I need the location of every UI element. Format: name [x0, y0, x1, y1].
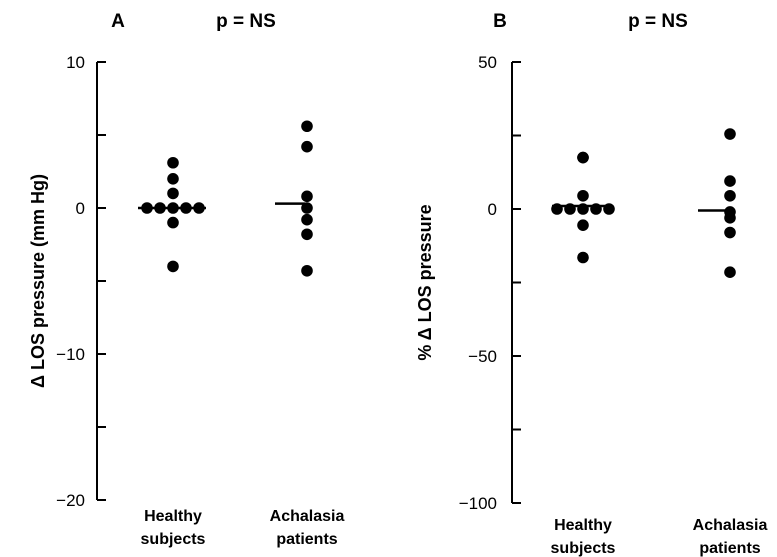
data-point	[167, 187, 179, 200]
data-point	[577, 251, 589, 264]
y-tick-label: 0	[488, 200, 497, 219]
data-point	[167, 156, 179, 169]
category-label: Achalasia	[693, 517, 768, 534]
data-point	[301, 228, 313, 241]
y-tick-label: −10	[56, 345, 85, 364]
panel-label: A	[111, 11, 125, 32]
y-tick-label: −20	[56, 491, 85, 510]
category-label: subjects	[551, 540, 616, 557]
data-point	[301, 190, 313, 203]
category-label: subjects	[141, 531, 206, 548]
category-label: Healthy	[144, 508, 202, 525]
data-point	[724, 226, 736, 239]
data-point	[577, 151, 589, 164]
data-point	[301, 120, 313, 133]
data-point	[167, 173, 179, 185]
y-tick-label: 0	[76, 199, 85, 218]
category-label: patients	[276, 531, 337, 548]
y-tick-label: −100	[459, 494, 497, 513]
data-point	[724, 175, 736, 187]
data-point	[724, 189, 736, 202]
y-axis-label: % Δ LOS pressure	[415, 204, 435, 360]
data-point	[577, 189, 589, 202]
data-point	[301, 140, 313, 153]
category-label: Achalasia	[270, 508, 345, 525]
data-point	[724, 128, 736, 140]
data-point	[724, 212, 736, 224]
data-point	[301, 202, 313, 214]
y-tick-label: 10	[66, 53, 85, 72]
data-point	[167, 216, 179, 229]
data-point	[577, 219, 589, 231]
category-label: patients	[699, 540, 760, 557]
p-value-label: p = NS	[628, 11, 688, 32]
category-label: Healthy	[554, 517, 612, 534]
panel-label: B	[493, 11, 507, 32]
data-point	[301, 213, 313, 226]
data-point	[301, 264, 313, 277]
data-point	[724, 266, 736, 279]
p-value-label: p = NS	[216, 11, 276, 32]
data-point	[167, 260, 179, 273]
y-tick-label: −50	[468, 347, 497, 366]
y-tick-label: 50	[478, 53, 497, 72]
y-axis-label: Δ LOS pressure (mm Hg)	[28, 174, 48, 388]
